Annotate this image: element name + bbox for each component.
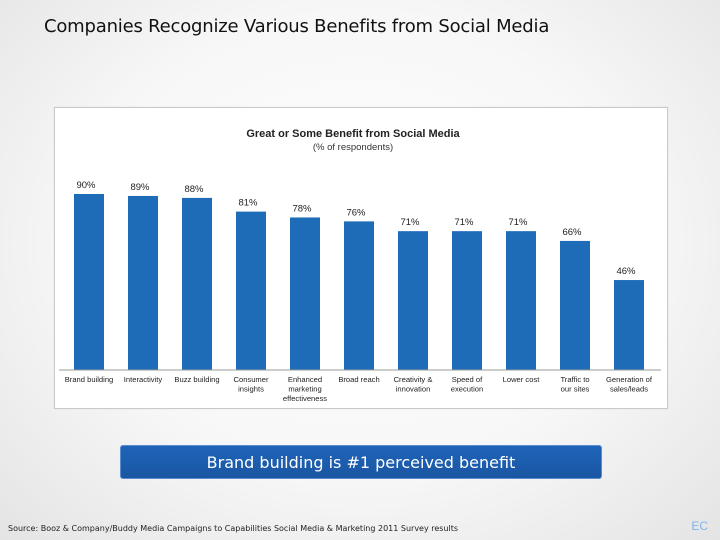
value-label: 71%	[508, 217, 528, 228]
chart-frame: Great or Some Benefit from Social Media …	[54, 107, 668, 409]
source-note: Source: Booz & Company/Buddy Media Campa…	[8, 524, 459, 533]
tick-label: Speed of execution	[451, 375, 484, 394]
value-label: 88%	[184, 184, 204, 195]
tick-label: Creativity & innovation	[394, 375, 433, 394]
value-label: 66%	[562, 227, 582, 238]
bar-3	[182, 197, 212, 370]
value-labels-layer: 90% 89% 88% 81% 78% 76% 71% 71% 71% 66% 46%	[76, 180, 636, 277]
tick-label: Consumer insights	[233, 375, 268, 394]
tick-label: Buzz building	[174, 375, 219, 384]
value-label: 89%	[130, 182, 150, 193]
value-label: 76%	[346, 207, 366, 218]
value-label: 81%	[238, 198, 258, 209]
tick-label: Generation of sales/leads	[606, 375, 653, 394]
bar-chart: Great or Some Benefit from Social Media …	[59, 128, 661, 403]
corner-mark: EC	[691, 519, 708, 533]
bar-7	[398, 231, 428, 370]
bar-10	[560, 240, 590, 370]
bar-11	[614, 280, 644, 370]
slide-title: Companies Recognize Various Benefits fro…	[44, 16, 550, 37]
bar-2	[128, 195, 158, 370]
value-label: 71%	[454, 217, 474, 228]
bar-1	[74, 194, 104, 370]
bar-5	[290, 217, 320, 370]
tick-label: Broad reach	[338, 375, 379, 384]
tick-label: Interactivity	[124, 375, 163, 384]
value-label: 90%	[76, 180, 96, 191]
bar-6	[344, 221, 374, 370]
chart-subtitle: (% of respondents)	[313, 142, 393, 153]
value-label: 78%	[292, 203, 312, 214]
tick-label: Brand building	[65, 375, 114, 384]
tick-labels-layer: Brand building Interactivity Buzz building…	[65, 375, 653, 403]
tick-label: Traffic to our sites	[560, 375, 589, 394]
bar-8	[452, 231, 482, 370]
tick-label: Lower cost	[503, 375, 541, 384]
bar-9	[506, 231, 536, 370]
value-label: 71%	[400, 217, 420, 228]
value-label: 46%	[616, 266, 636, 277]
chart-title: Great or Some Benefit from Social Media	[246, 128, 460, 140]
bar-4	[236, 211, 266, 370]
bars-layer	[74, 194, 644, 370]
tick-label: Enhanced marketing effectiveness	[283, 375, 327, 403]
key-finding-callout: Brand building is #1 perceived benefit	[120, 445, 602, 479]
